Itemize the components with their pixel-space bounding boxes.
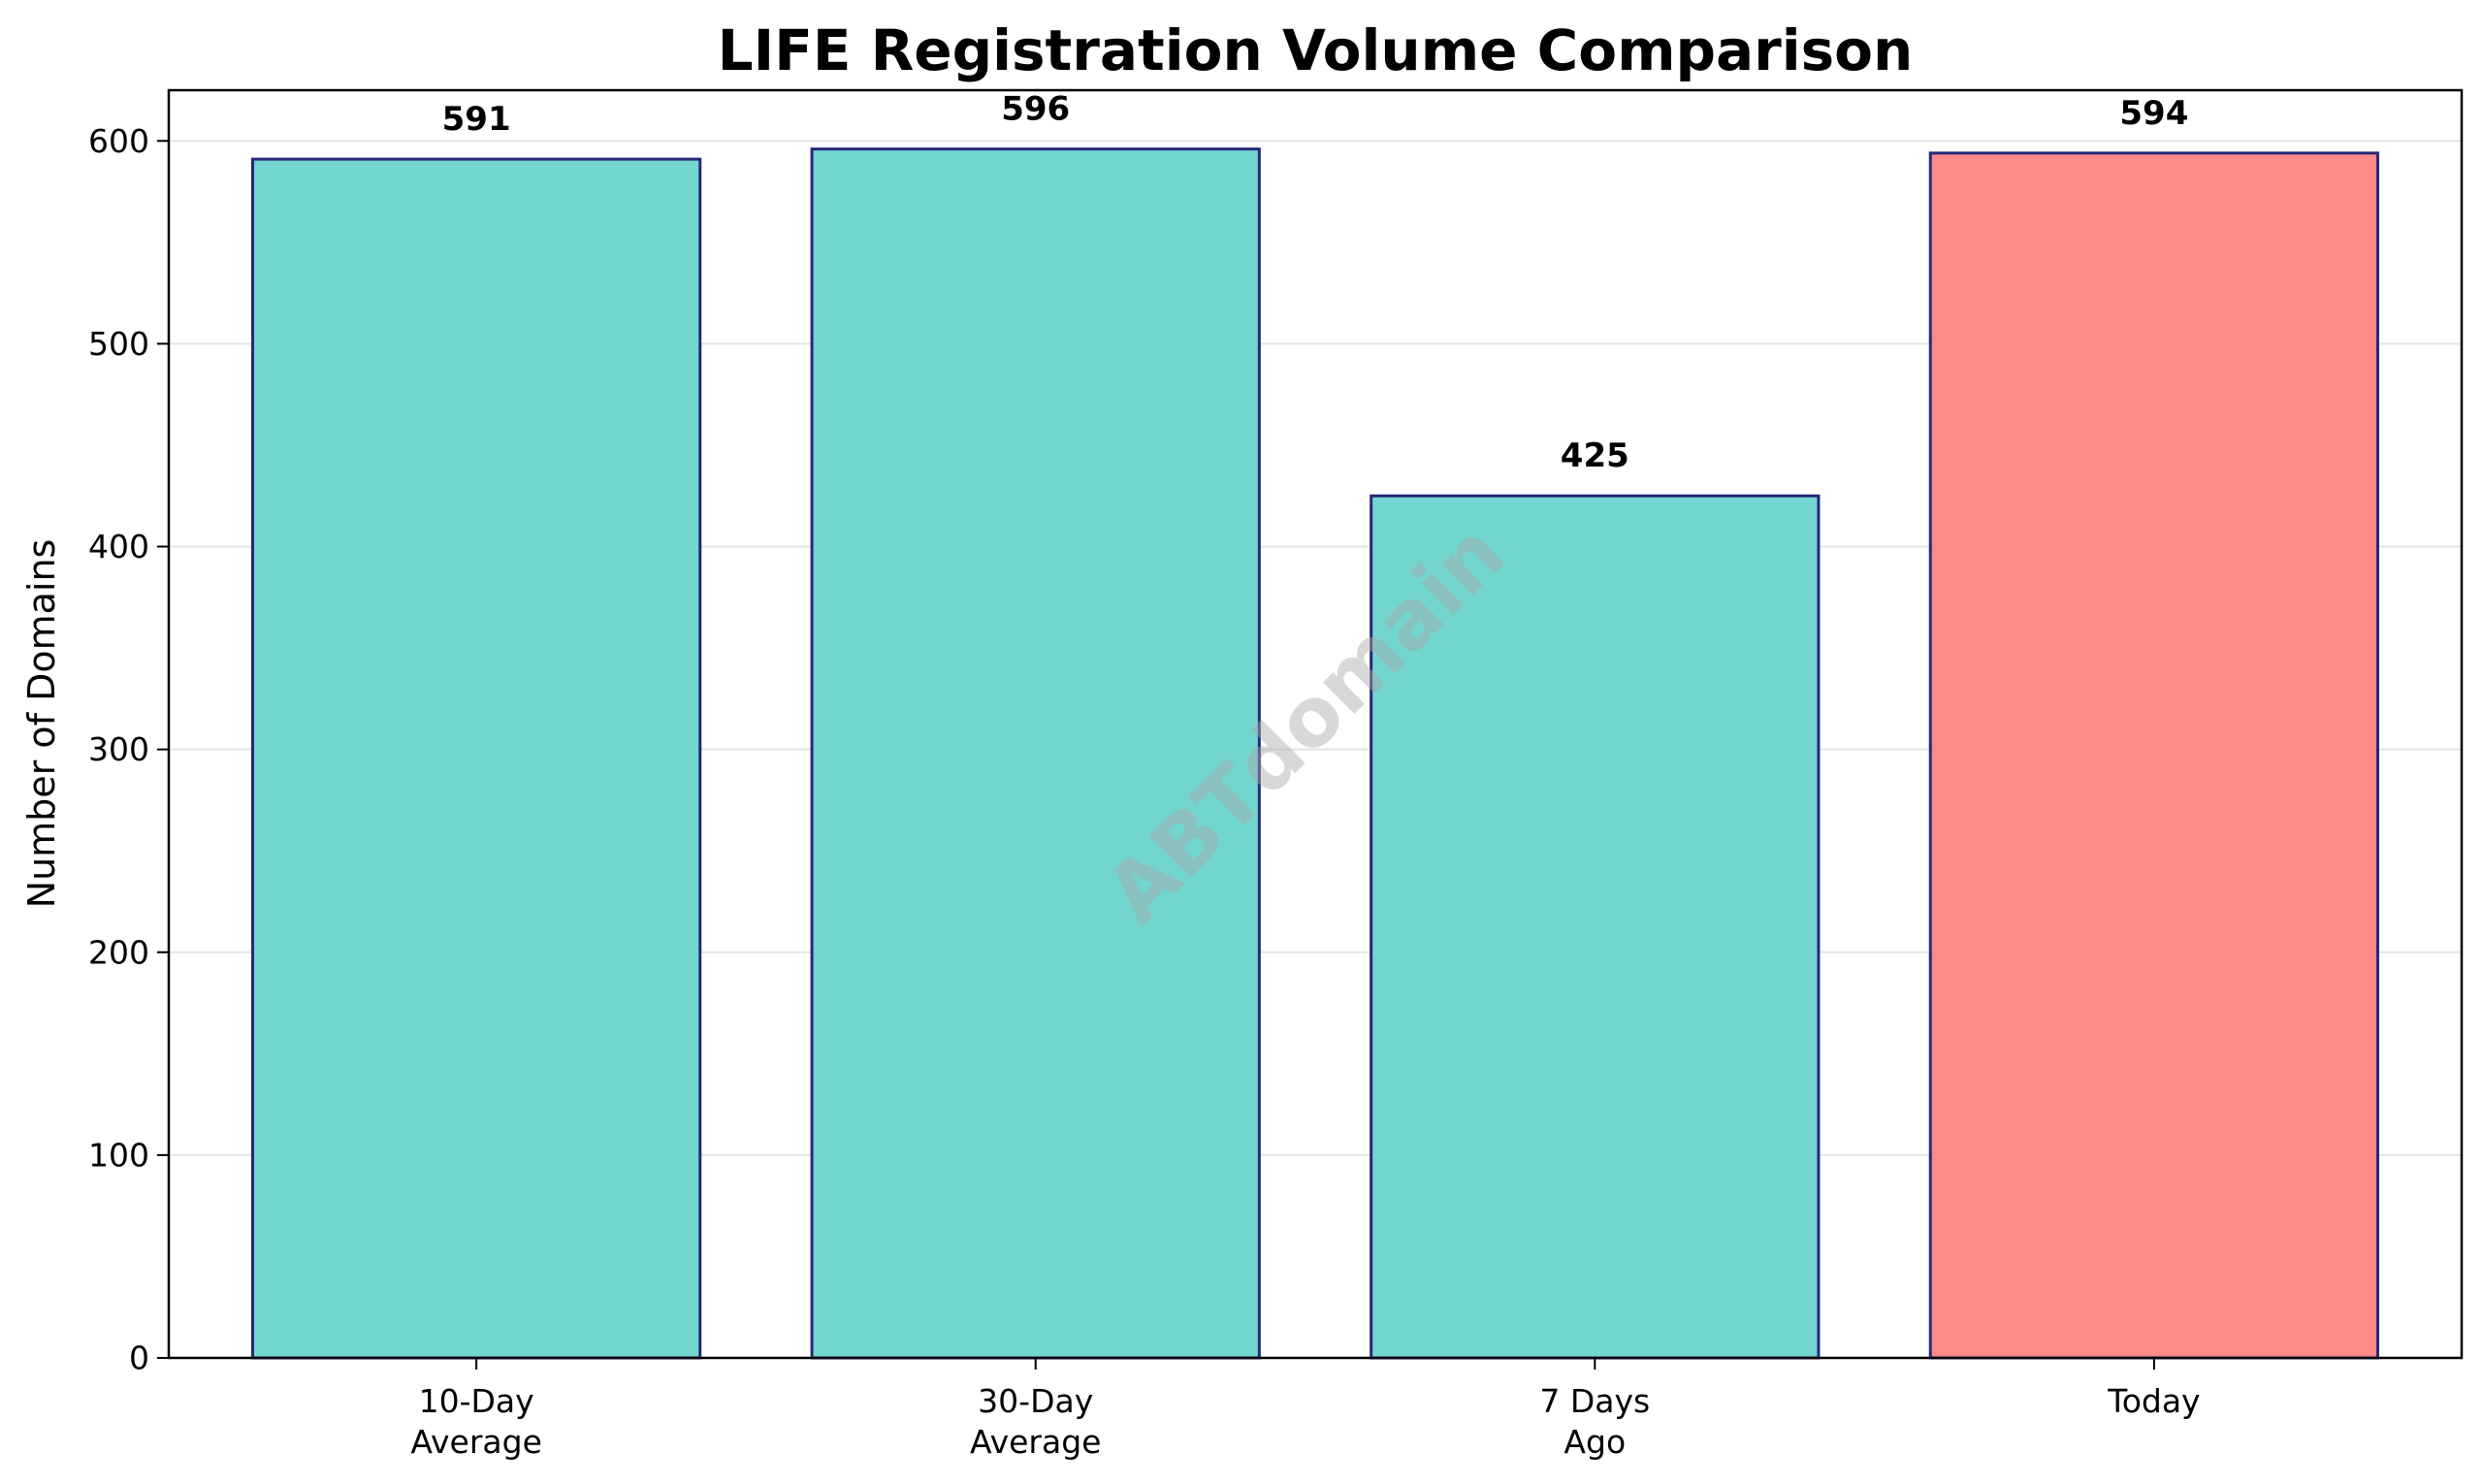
bars [250,147,2380,1360]
y-tick-label: 500 [88,325,149,363]
y-tick-label: 100 [88,1136,149,1174]
x-tick-label: Today [2107,1382,2200,1420]
x-tick-label: Average [970,1423,1102,1461]
y-axis: 0 100 200 300 400 500 600 [88,122,169,1377]
y-axis-label: Number of Domains [20,539,63,909]
plot-frame [167,88,2464,1360]
chart-title: LIFE Registration Volume Comparison [718,17,1914,83]
y-tick-label: 0 [129,1339,149,1377]
bar-value-label-3: 594 [2119,94,2188,133]
bar-3 [1928,151,2380,1360]
x-tick-label: Ago [1564,1423,1626,1461]
y-tick-label: 300 [88,730,149,768]
bar-2 [1370,494,1821,1360]
x-tick-label: 7 Days [1539,1382,1650,1420]
bar-value-label-0: 591 [442,100,511,139]
y-tick-label: 400 [88,528,149,565]
bar-0 [250,157,702,1360]
value-labels: 591 596 425 594 [442,90,2189,476]
x-tick-label: 30-Day [978,1382,1093,1420]
bar-1 [810,147,1261,1360]
bar-value-label-2: 425 [1561,436,1629,475]
x-tick-label: Average [410,1423,542,1461]
y-tick-label: 200 [88,933,149,971]
y-tick-label: 600 [88,122,149,160]
bar-value-label-1: 596 [1001,90,1070,129]
x-tick-label: 10-Day [419,1382,534,1420]
